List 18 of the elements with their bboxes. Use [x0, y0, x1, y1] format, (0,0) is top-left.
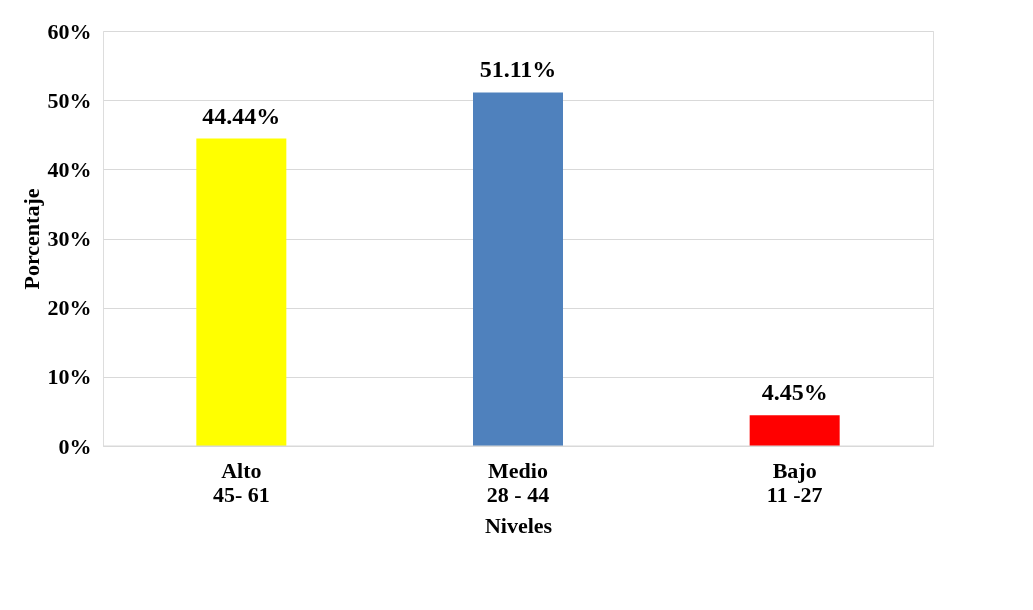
- y-axis-title: Porcentaje: [18, 188, 44, 290]
- bar: [749, 415, 840, 446]
- y-tick-label: 30%: [47, 226, 92, 251]
- bar: [473, 92, 563, 446]
- y-tick-label: 40%: [47, 156, 92, 182]
- x-tick-label: Medio 28 - 44: [486, 457, 550, 507]
- y-tick-label: 0%: [58, 433, 92, 459]
- x-tick-label: Alto 45- 61: [212, 457, 270, 507]
- data-label: 4.45%: [761, 379, 828, 406]
- y-tick-label: 50%: [47, 87, 92, 113]
- data-label: 51.11%: [479, 56, 557, 83]
- x-tick-label: Bajo 11 -27: [766, 457, 823, 507]
- y-tick-label: 20%: [47, 295, 92, 321]
- x-axis-title: Niveles: [484, 512, 553, 538]
- bar: [196, 138, 287, 446]
- y-tick-label: 10%: [47, 364, 92, 390]
- data-label: 44.44%: [202, 102, 281, 129]
- y-tick-label: 60%: [47, 18, 92, 44]
